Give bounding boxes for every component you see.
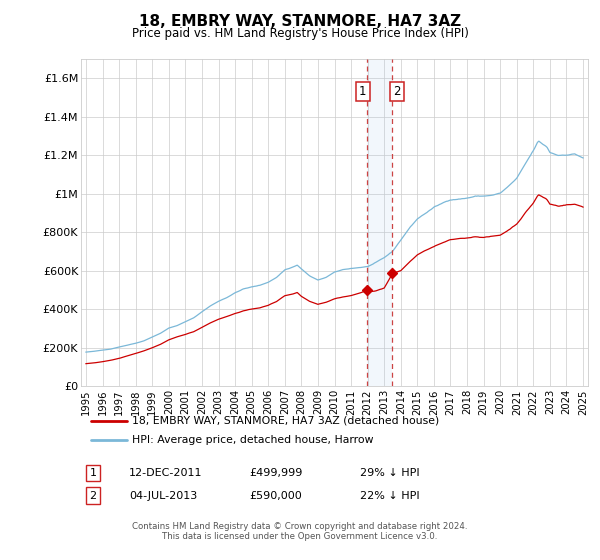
Text: 1: 1 <box>89 468 97 478</box>
Text: 18, EMBRY WAY, STANMORE, HA7 3AZ (detached house): 18, EMBRY WAY, STANMORE, HA7 3AZ (detach… <box>132 416 439 426</box>
Text: 12-DEC-2011: 12-DEC-2011 <box>129 468 203 478</box>
Bar <box>367 59 392 386</box>
Text: 2: 2 <box>89 491 97 501</box>
Text: 29% ↓ HPI: 29% ↓ HPI <box>360 468 419 478</box>
Text: HPI: Average price, detached house, Harrow: HPI: Average price, detached house, Harr… <box>132 435 373 445</box>
Text: 18, EMBRY WAY, STANMORE, HA7 3AZ: 18, EMBRY WAY, STANMORE, HA7 3AZ <box>139 14 461 29</box>
Text: 04-JUL-2013: 04-JUL-2013 <box>129 491 197 501</box>
Text: Price paid vs. HM Land Registry's House Price Index (HPI): Price paid vs. HM Land Registry's House … <box>131 27 469 40</box>
Text: £590,000: £590,000 <box>249 491 302 501</box>
Text: Contains HM Land Registry data © Crown copyright and database right 2024.: Contains HM Land Registry data © Crown c… <box>132 522 468 531</box>
Text: 1: 1 <box>359 85 367 98</box>
Text: 22% ↓ HPI: 22% ↓ HPI <box>360 491 419 501</box>
Text: This data is licensed under the Open Government Licence v3.0.: This data is licensed under the Open Gov… <box>163 532 437 541</box>
Text: 2: 2 <box>393 85 400 98</box>
Text: £499,999: £499,999 <box>249 468 302 478</box>
